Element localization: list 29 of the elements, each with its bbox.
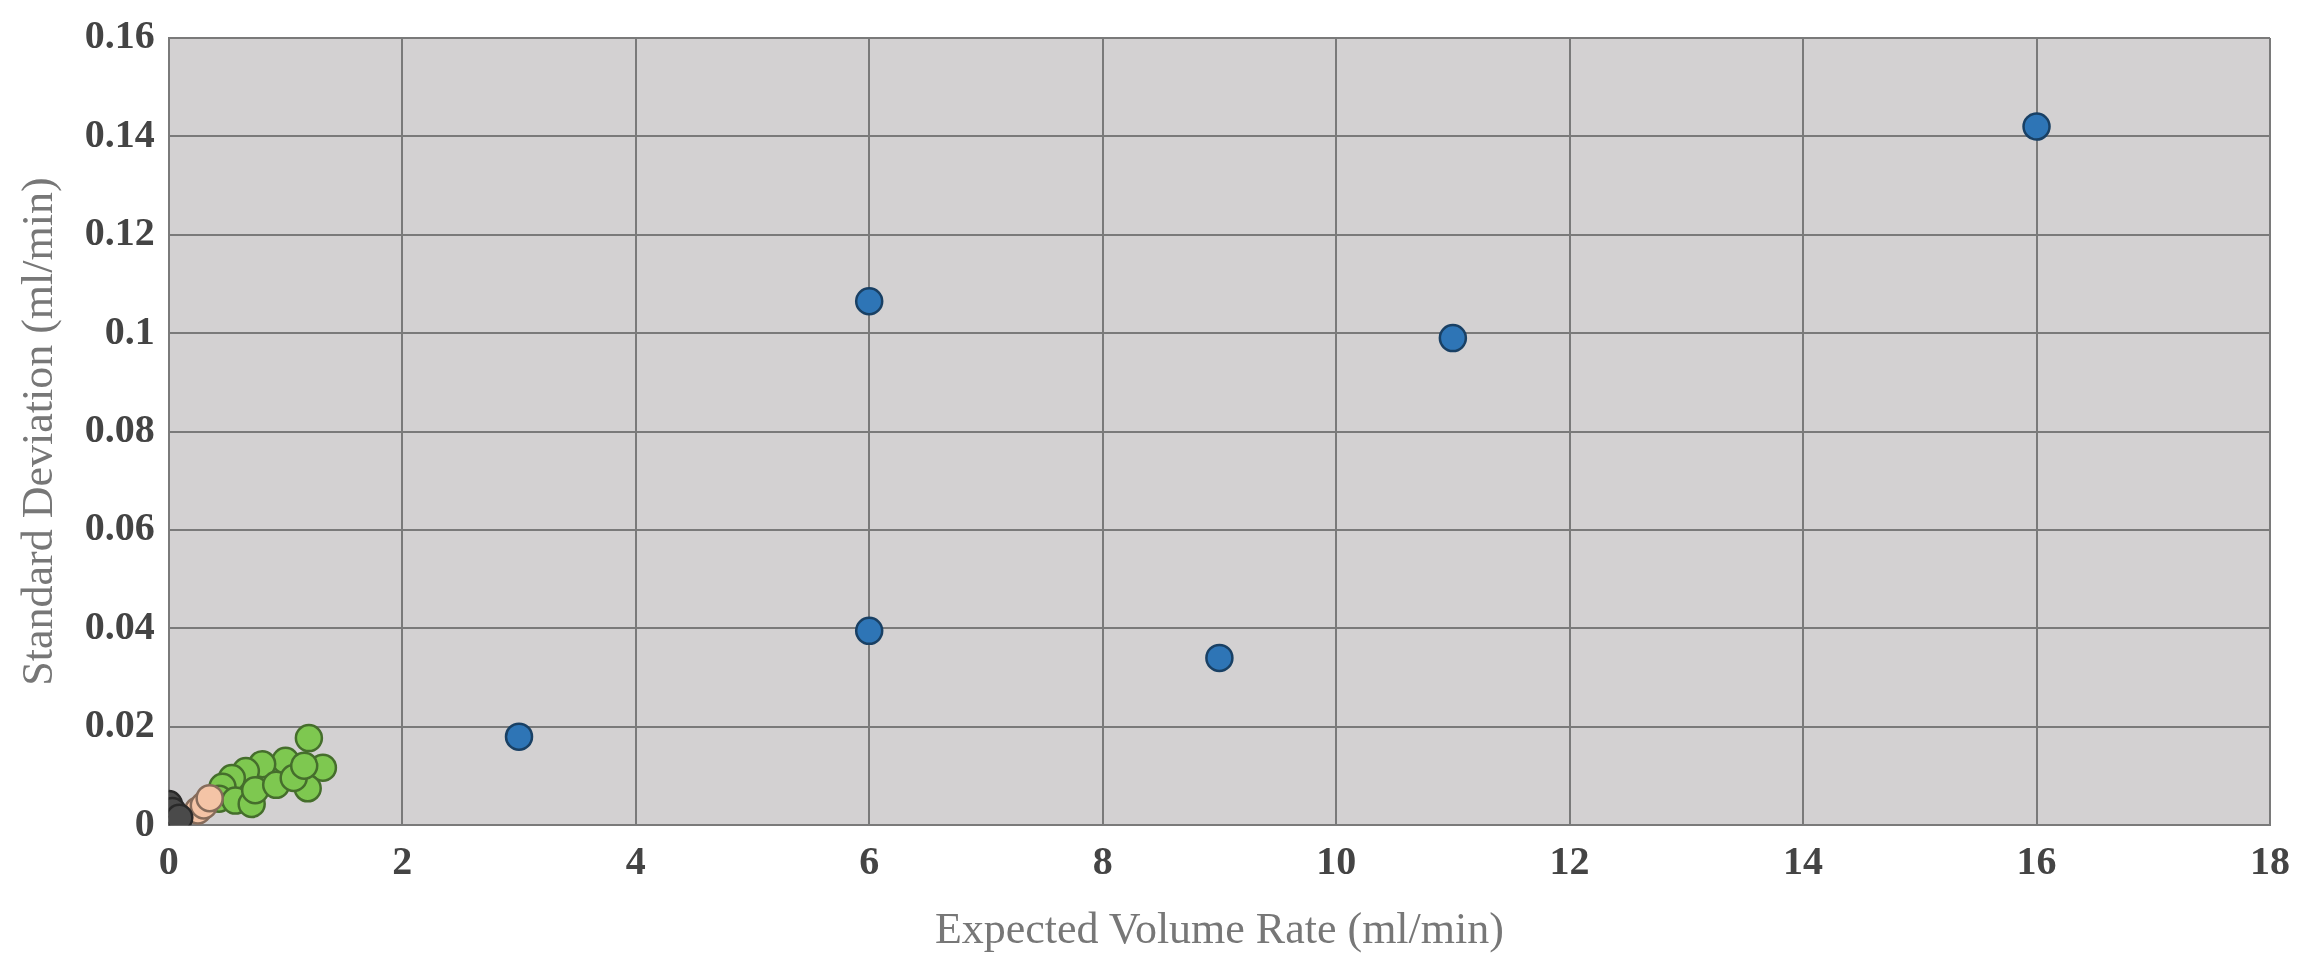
point bbox=[1205, 643, 1234, 673]
x-tick-label: 4 bbox=[625, 837, 646, 883]
x-tick-label: 6 bbox=[859, 837, 880, 883]
y-tick-label: 0.06 bbox=[84, 504, 155, 550]
y-tick-label: 0 bbox=[134, 799, 155, 845]
x-tick-label: 14 bbox=[1783, 837, 1824, 883]
y-tick-label: 0.02 bbox=[84, 701, 155, 747]
y-tick-label: 0.08 bbox=[84, 405, 155, 451]
point bbox=[195, 783, 224, 813]
point bbox=[2022, 112, 2051, 141]
point bbox=[504, 722, 534, 751]
point bbox=[854, 616, 884, 646]
y-tick-label: 0.14 bbox=[84, 110, 155, 156]
x-tick-label: 16 bbox=[2016, 837, 2057, 883]
x-axis-title: Expected Volume Rate (ml/min) bbox=[934, 904, 1504, 954]
y-axis-title: Standard Deviation (ml/min) bbox=[12, 177, 62, 686]
y-tick-label: 0.12 bbox=[84, 209, 155, 255]
y-tick-label: 0.1 bbox=[104, 307, 155, 353]
point bbox=[289, 751, 319, 780]
x-tick-label: 8 bbox=[1092, 837, 1113, 883]
point bbox=[294, 723, 324, 753]
x-tick-label: 18 bbox=[2250, 837, 2290, 883]
y-tick-label: 0.16 bbox=[84, 12, 155, 58]
x-tick-label: 2 bbox=[392, 837, 413, 883]
y-tick-label: 0.04 bbox=[84, 602, 155, 648]
point bbox=[854, 286, 884, 316]
x-tick-label: 12 bbox=[1549, 837, 1590, 883]
x-tick-label: 10 bbox=[1316, 837, 1357, 883]
point bbox=[1438, 323, 1468, 353]
